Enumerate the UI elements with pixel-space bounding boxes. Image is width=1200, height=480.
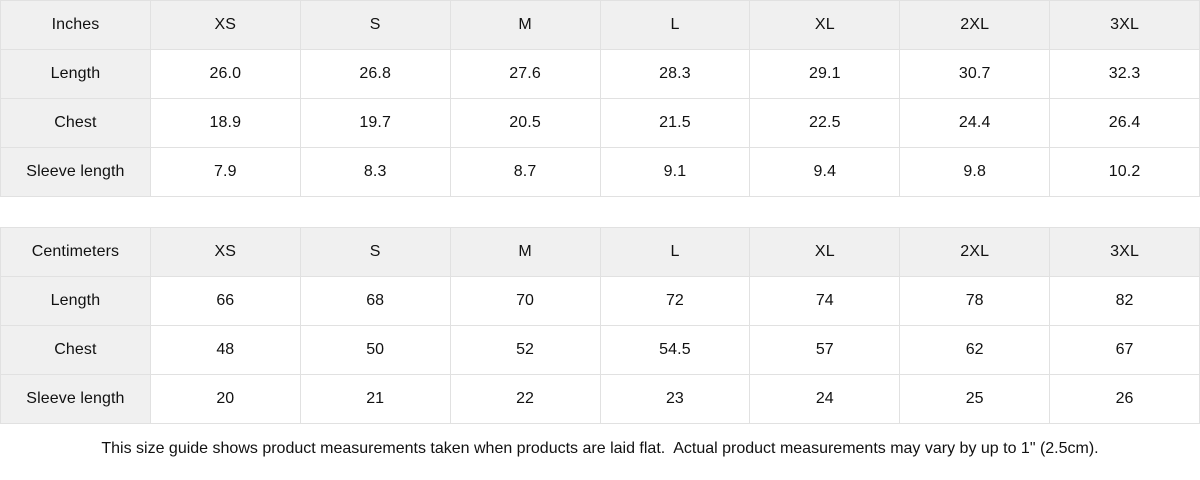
measurement-cell: 52 — [449, 325, 601, 375]
measurement-cell: 10.2 — [1049, 147, 1200, 197]
measurement-cell: 26.0 — [149, 49, 301, 99]
size-column-header: L — [599, 227, 751, 277]
measurement-cell: 24 — [749, 374, 901, 424]
measurement-cell: 26.4 — [1049, 98, 1200, 148]
measurement-cell: 68 — [299, 276, 451, 326]
size-column-header: 2XL — [899, 227, 1051, 277]
size-column-header: 3XL — [1049, 0, 1200, 50]
measurement-cell: 21.5 — [599, 98, 751, 148]
measurement-cell: 9.1 — [599, 147, 751, 197]
measurement-cell: 28.3 — [599, 49, 751, 99]
measurement-cell: 78 — [899, 276, 1051, 326]
measurement-row: Sleeve length 20 21 22 23 24 25 26 — [0, 374, 1200, 424]
row-label: Length — [0, 49, 151, 99]
size-column-header: 2XL — [899, 0, 1051, 50]
measurement-cell: 23 — [599, 374, 751, 424]
measurement-cell: 50 — [299, 325, 451, 375]
measurement-cell: 70 — [449, 276, 601, 326]
measurement-cell: 54.5 — [599, 325, 751, 375]
measurement-cell: 26 — [1049, 374, 1200, 424]
size-column-header: XS — [149, 0, 301, 50]
size-column-header: XL — [749, 227, 901, 277]
size-column-header: M — [449, 0, 601, 50]
measurement-cell: 62 — [899, 325, 1051, 375]
size-table-inches: Inches XS S M L XL 2XL 3XL Length 26.0 26.8 27.6 28.… — [0, 0, 1200, 197]
size-column-header: S — [299, 227, 451, 277]
measurement-cell: 32.3 — [1049, 49, 1200, 99]
measurement-cell: 8.7 — [449, 147, 601, 197]
measurement-cell: 26.8 — [299, 49, 451, 99]
row-label: Chest — [0, 98, 151, 148]
measurement-cell: 20 — [149, 374, 301, 424]
row-label: Sleeve length — [0, 374, 151, 424]
measurement-cell: 29.1 — [749, 49, 901, 99]
measurement-cell: 7.9 — [149, 147, 301, 197]
measurement-cell: 48 — [149, 325, 301, 375]
measurement-cell: 20.5 — [449, 98, 601, 148]
measurement-cell: 9.4 — [749, 147, 901, 197]
measurement-row: Length 26.0 26.8 27.6 28.3 29.1 30.7 32.3 — [0, 49, 1200, 99]
measurement-cell: 22 — [449, 374, 601, 424]
measurement-cell: 9.8 — [899, 147, 1051, 197]
measurement-cell: 67 — [1049, 325, 1200, 375]
measurement-cell: 74 — [749, 276, 901, 326]
header-row: Centimeters XS S M L XL 2XL 3XL — [0, 227, 1200, 277]
row-label: Sleeve length — [0, 147, 151, 197]
unit-header: Inches — [0, 0, 151, 50]
measurement-cell: 24.4 — [899, 98, 1051, 148]
measurement-row: Sleeve length 7.9 8.3 8.7 9.1 9.4 9.8 10.2 — [0, 147, 1200, 197]
measurement-cell: 82 — [1049, 276, 1200, 326]
measurement-cell: 19.7 — [299, 98, 451, 148]
measurement-cell: 57 — [749, 325, 901, 375]
size-table-centimeters: Centimeters XS S M L XL 2XL 3XL Length 66 68 70 72 74… — [0, 227, 1200, 424]
size-column-header: XL — [749, 0, 901, 50]
measurement-cell: 8.3 — [299, 147, 451, 197]
measurement-row: Chest 48 50 52 54.5 57 62 67 — [0, 325, 1200, 375]
measurement-cell: 72 — [599, 276, 751, 326]
size-column-header: XS — [149, 227, 301, 277]
measurement-cell: 25 — [899, 374, 1051, 424]
measurement-row: Length 66 68 70 72 74 78 82 — [0, 276, 1200, 326]
note-text: This size guide shows product measuremen… — [0, 424, 1200, 474]
size-column-header: S — [299, 0, 451, 50]
size-column-header: 3XL — [1049, 227, 1200, 277]
measurement-cell: 22.5 — [749, 98, 901, 148]
size-column-header: L — [599, 0, 751, 50]
row-label: Length — [0, 276, 151, 326]
measurement-cell: 27.6 — [449, 49, 601, 99]
measurement-cell: 66 — [149, 276, 301, 326]
header-row: Inches XS S M L XL 2XL 3XL — [0, 0, 1200, 50]
measurement-cell: 18.9 — [149, 98, 301, 148]
measurement-row: Chest 18.9 19.7 20.5 21.5 22.5 24.4 26.4 — [0, 98, 1200, 148]
unit-header: Centimeters — [0, 227, 151, 277]
table-gap — [0, 197, 1200, 227]
size-column-header: M — [449, 227, 601, 277]
measurement-cell: 30.7 — [899, 49, 1051, 99]
measurement-cell: 21 — [299, 374, 451, 424]
row-label: Chest — [0, 325, 151, 375]
